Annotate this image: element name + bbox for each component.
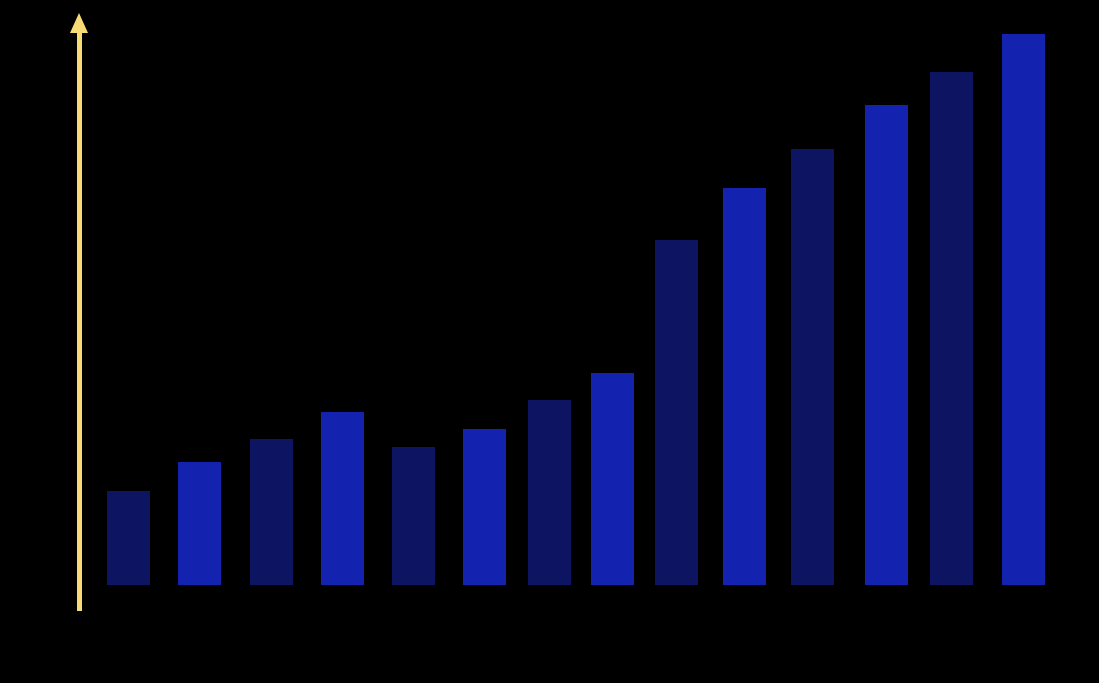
bar	[107, 491, 150, 585]
bar	[528, 400, 571, 585]
bar	[392, 447, 435, 585]
bar	[723, 188, 766, 585]
bar	[791, 149, 834, 585]
bar	[178, 462, 221, 585]
bar	[655, 240, 698, 585]
bar	[463, 429, 506, 585]
bar	[930, 72, 973, 585]
bar	[321, 412, 364, 585]
y-axis-line	[76, 30, 82, 611]
y-axis-arrowhead-icon	[70, 13, 88, 33]
bar	[865, 105, 908, 585]
bar	[250, 439, 293, 585]
bar	[591, 373, 634, 585]
bar	[1002, 34, 1045, 585]
